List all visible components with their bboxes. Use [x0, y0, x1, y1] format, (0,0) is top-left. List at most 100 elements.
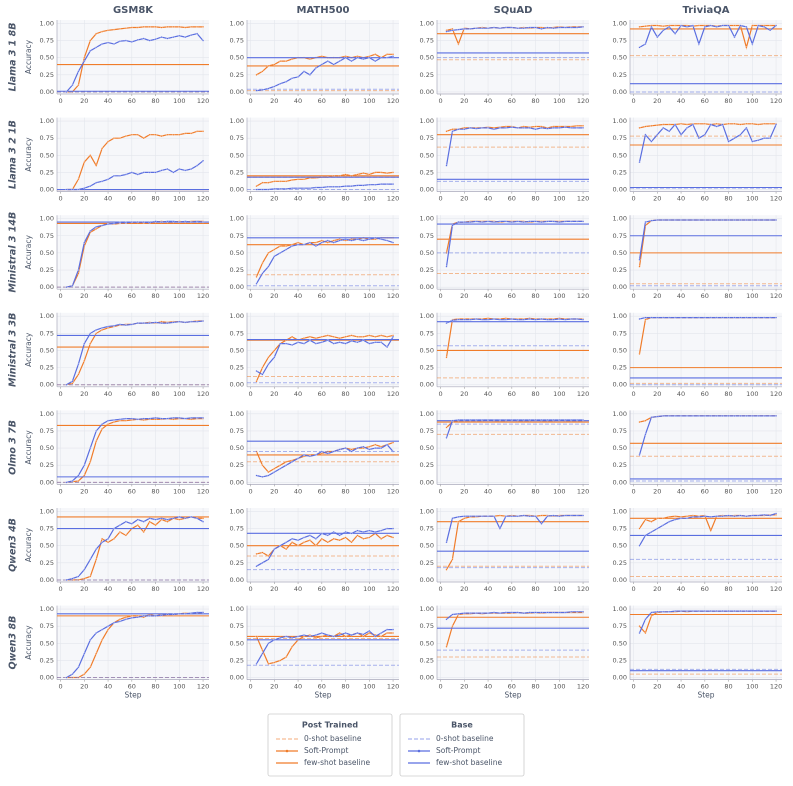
soft-prompt-point	[685, 316, 689, 319]
soft-prompt-point	[739, 123, 742, 126]
y-tick-label: 0.75	[613, 525, 627, 533]
soft-prompt-point	[160, 169, 163, 172]
y-tick-label: 0.00	[613, 88, 627, 96]
x-tick-label: 20	[80, 487, 88, 495]
soft-prompt-point	[83, 161, 86, 164]
x-tick-label: 40	[484, 292, 492, 300]
y-tick-label: 1.00	[40, 410, 54, 418]
soft-prompt-point	[745, 316, 748, 319]
y-tick-label: 0.00	[230, 186, 244, 194]
soft-prompt-point	[350, 60, 353, 63]
legend-title: Base	[451, 721, 473, 730]
soft-prompt-point	[685, 517, 689, 520]
y-tick-label: 0.50	[420, 249, 434, 257]
x-tick-label: 0	[248, 390, 252, 398]
soft-prompt-point	[463, 221, 466, 224]
x-tick-label: 120	[197, 487, 209, 495]
soft-prompt-point	[697, 414, 700, 417]
soft-prompt-point	[166, 322, 169, 325]
soft-prompt-point	[297, 635, 300, 638]
soft-prompt-point	[350, 541, 353, 544]
legend-marker	[417, 749, 421, 753]
soft-prompt-point	[662, 29, 665, 32]
soft-prompt-point	[668, 414, 671, 417]
soft-prompt-point	[727, 140, 730, 143]
soft-prompt-point	[136, 133, 139, 136]
soft-prompt-point	[564, 611, 567, 614]
soft-prompt-point	[528, 515, 531, 518]
soft-prompt-point	[338, 239, 341, 242]
x-tick-label: 20	[460, 585, 468, 593]
soft-prompt-point	[656, 517, 659, 520]
x-tick-label: 100	[363, 683, 375, 691]
soft-prompt-point	[101, 180, 104, 183]
soft-prompt-point	[261, 373, 264, 376]
soft-prompt-point	[763, 513, 766, 516]
x-tick-label: 100	[746, 195, 758, 203]
soft-prompt-point	[71, 577, 74, 580]
x-tick-label: 120	[387, 390, 399, 398]
soft-prompt-point	[101, 537, 104, 540]
soft-prompt-point	[552, 514, 555, 517]
y-tick-label: 1.00	[230, 215, 244, 223]
soft-prompt-point	[709, 610, 712, 613]
soft-prompt-point	[196, 416, 199, 419]
soft-prompt-point	[757, 414, 760, 417]
soft-prompt-point	[570, 418, 573, 422]
soft-prompt-point	[733, 414, 736, 417]
y-tick-label: 1.00	[613, 605, 627, 613]
soft-prompt-point	[320, 450, 323, 453]
x-tick-label: 80	[151, 390, 159, 398]
y-tick-label: 0.50	[40, 444, 54, 452]
soft-prompt-point	[273, 349, 276, 352]
soft-prompt-point	[291, 541, 294, 544]
x-tick-label: 40	[294, 390, 302, 398]
soft-prompt-point	[733, 515, 736, 518]
soft-prompt-point	[691, 218, 694, 222]
legend-label: 0-shot baseline	[304, 734, 362, 743]
x-tick-label: 40	[484, 97, 492, 105]
soft-prompt-point	[326, 334, 329, 337]
soft-prompt-point	[638, 625, 641, 628]
soft-prompt-point	[727, 610, 730, 613]
soft-prompt-point	[380, 334, 383, 337]
soft-prompt-point	[576, 124, 579, 127]
x-tick-label: 120	[197, 195, 209, 203]
soft-prompt-point	[733, 218, 736, 222]
y-tick-label: 0.00	[230, 381, 244, 389]
soft-prompt-point	[279, 244, 282, 248]
soft-prompt-point	[576, 418, 579, 422]
soft-prompt-point	[112, 42, 116, 46]
x-tick-label: 20	[653, 97, 661, 105]
x-tick-label: 120	[770, 683, 782, 691]
soft-prompt-point	[267, 356, 270, 359]
soft-prompt-point	[745, 25, 748, 28]
soft-prompt-point	[492, 26, 496, 29]
y-tick-label: 1.00	[613, 410, 627, 418]
soft-prompt-point	[95, 558, 98, 561]
x-tick-label: 100	[746, 683, 758, 691]
y-tick-label: 0.25	[420, 364, 434, 372]
soft-prompt-point	[118, 221, 121, 224]
soft-prompt-point	[112, 420, 116, 424]
x-tick-label: 100	[173, 97, 185, 105]
soft-prompt-point	[392, 536, 395, 539]
soft-prompt-point	[769, 122, 772, 125]
x-tick-label: 20	[653, 487, 661, 495]
soft-prompt-point	[71, 479, 74, 483]
soft-prompt-point	[89, 49, 92, 52]
soft-prompt-point	[374, 183, 377, 186]
y-tick-label: 0.50	[613, 542, 627, 550]
soft-prompt-point	[697, 42, 700, 46]
plot-area	[437, 605, 589, 680]
soft-prompt-point	[332, 635, 335, 638]
soft-prompt-point	[644, 618, 647, 621]
soft-prompt-point	[202, 611, 205, 614]
x-tick-label: 80	[341, 292, 349, 300]
soft-prompt-point	[362, 184, 365, 187]
soft-prompt-point	[95, 429, 98, 433]
soft-prompt-point	[291, 58, 294, 61]
x-tick-label: 60	[508, 683, 516, 691]
x-tick-label: 80	[531, 683, 539, 691]
soft-prompt-point	[662, 524, 665, 527]
